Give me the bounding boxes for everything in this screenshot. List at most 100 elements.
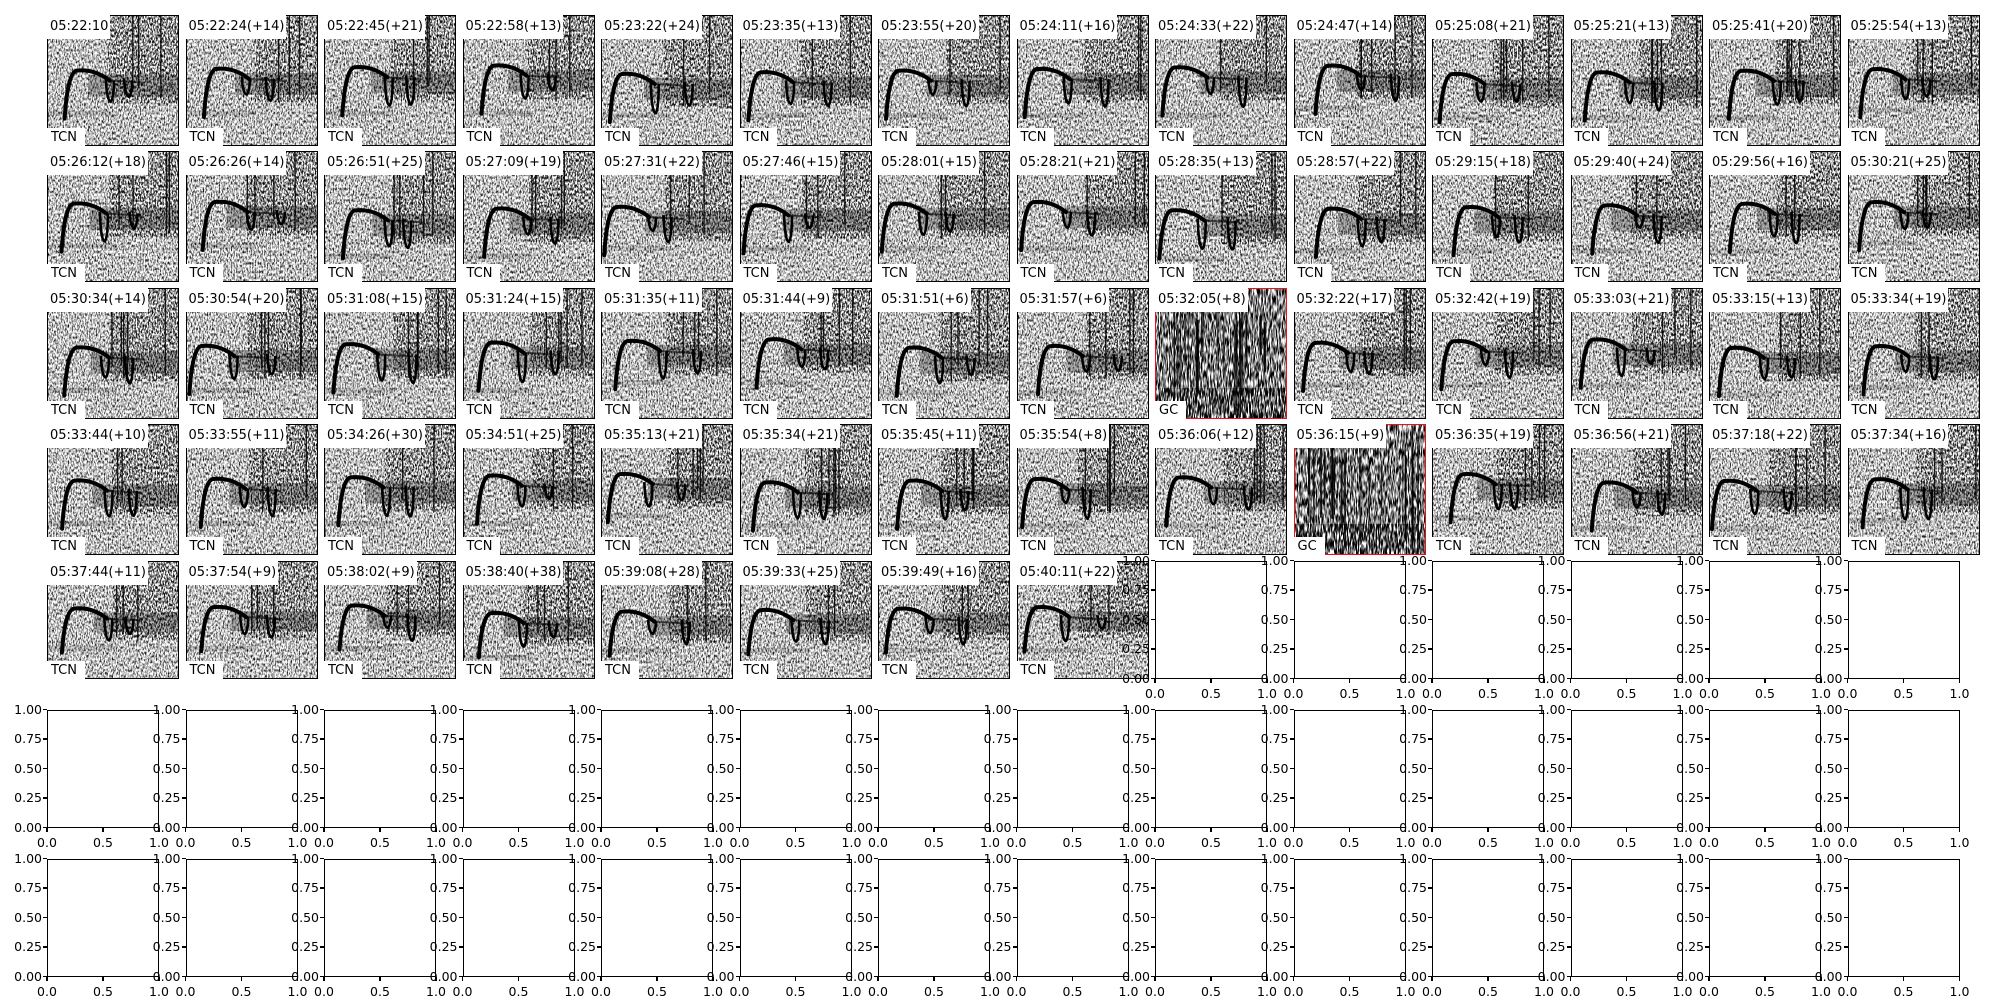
y-tick-label: 0.00 (1399, 670, 1427, 686)
y-tick-mark (1843, 826, 1848, 829)
y-tick-mark (1289, 708, 1294, 711)
spectrogram-image (47, 424, 179, 555)
y-tick-label: 0.25 (152, 790, 181, 805)
y-tick-label: 0.25 (1399, 790, 1427, 805)
y-tick-label: 0.50 (152, 909, 181, 925)
species-label: TCN (877, 537, 916, 556)
species-label: TCN (46, 660, 85, 680)
spectrogram-dip (1204, 74, 1216, 95)
spectrogram-dip (518, 73, 530, 100)
spectrogram-dip (782, 213, 793, 244)
y-tick-mark (43, 857, 47, 860)
y-tick-label: 0.00 (152, 819, 181, 835)
x-tick-label: 0.0 (1699, 983, 1719, 999)
species-label: TCN (600, 264, 639, 283)
species-label: TCN (877, 264, 916, 283)
spectrogram-panel: 05:38:02(+9) TCN (323, 559, 456, 680)
y-tick-mark (1705, 826, 1709, 829)
y-tick-mark (458, 916, 463, 919)
x-tick-mark (656, 827, 658, 832)
x-tick-label: 0.5 (508, 834, 529, 850)
x-tick-label: 0.5 (1339, 983, 1360, 999)
x-tick-label: 0.5 (93, 983, 113, 999)
y-tick-mark (1151, 916, 1155, 919)
spectrogram-call-contour (1019, 476, 1069, 530)
y-tick-mark (1705, 648, 1709, 650)
spectrogram-dip (401, 218, 413, 250)
spectrogram-dip (784, 79, 795, 105)
empty-axes: 0.00 0.25 0.50 0.75 1.00 0.0 0.5 1.0 (1676, 851, 1831, 998)
x-tick-mark (600, 976, 602, 981)
axes-frame (1432, 709, 1544, 828)
spectrogram-band (1199, 70, 1287, 93)
spectrogram-panel: 05:33:55(+11) TCN (184, 423, 318, 556)
spectrogram-dip (98, 211, 110, 243)
x-tick-label: 0.0 (452, 983, 473, 999)
y-tick-mark (1705, 857, 1709, 860)
spectrogram-dip (375, 351, 387, 382)
empty-axes: 0.00 0.25 0.50 0.75 1.00 0.0 0.5 1.0 (1261, 851, 1416, 998)
y-tick-label: 0.75 (1399, 582, 1427, 597)
species-label: TCN (1154, 127, 1193, 147)
spectrogram-panel: 05:31:35(+11) TCN (600, 286, 733, 420)
axes-frame (1155, 858, 1267, 977)
y-tick-label: 1.00 (291, 701, 319, 717)
x-tick-mark (1015, 827, 1018, 832)
y-tick-label: 0.00 (1122, 968, 1150, 984)
timestamp-label: 05:28:21(+21) (1015, 150, 1118, 175)
x-tick-mark (1625, 678, 1628, 683)
species-label: TCN (1846, 264, 1886, 283)
x-tick-mark (1127, 827, 1130, 832)
y-tick-label: 0.25 (1260, 790, 1289, 805)
spectrogram-dip (924, 616, 935, 634)
y-tick-mark (1566, 738, 1571, 740)
empty-axes: 0.00 0.25 0.50 0.75 1.00 0.0 0.5 1.0 (1815, 702, 1970, 849)
y-tick-mark (1151, 559, 1155, 562)
x-tick-label: 0.5 (1755, 983, 1775, 999)
y-tick-mark (43, 946, 47, 948)
y-tick-mark (458, 767, 463, 770)
spectrogram-dip (821, 79, 833, 107)
timestamp-label: 05:33:55(+11) (184, 423, 287, 448)
y-tick-mark (43, 975, 47, 978)
spectrogram-call-contour (62, 344, 112, 398)
axes-frame (1016, 709, 1129, 828)
y-tick-mark (43, 708, 47, 711)
spectrogram-panel: 05:33:44(+10) TCN (46, 423, 179, 556)
spectrogram-dip (381, 613, 393, 629)
x-tick-mark (184, 976, 187, 981)
empty-axes: 0.00 0.25 0.50 0.75 1.00 0.0 0.5 1.0 (1815, 851, 1970, 998)
timestamp-label: 05:39:49(+16) (877, 559, 979, 585)
x-tick-mark (435, 976, 437, 981)
y-tick-label: 1.00 (1537, 552, 1566, 568)
y-tick-label: 0.75 (429, 731, 458, 746)
spectrogram-panel: 05:26:12(+18) TCN (46, 150, 179, 283)
spectrogram-dip (1389, 73, 1400, 102)
y-tick-label: 0.75 (152, 731, 181, 746)
x-tick-mark (712, 976, 714, 981)
spectrogram-call-contour (476, 610, 526, 659)
spectrogram-dip (1475, 81, 1486, 103)
timestamp-label: 05:28:35(+13) (1154, 150, 1256, 175)
x-tick-label: 0.0 (1560, 983, 1581, 999)
spectrogram-dip (1503, 348, 1515, 379)
x-tick-mark (573, 827, 576, 832)
y-tick-mark (1289, 618, 1294, 621)
spectrogram-panel: 05:31:08(+15) TCN (323, 286, 456, 420)
y-tick-mark (1705, 946, 1709, 948)
timestamp-label: 05:36:35(+19) (1431, 423, 1533, 448)
species-label: TCN (1708, 264, 1747, 283)
spectrogram-call-contour (1860, 343, 1910, 396)
y-tick-mark (874, 916, 878, 919)
y-tick-mark (458, 946, 463, 948)
y-tick-label: 0.00 (706, 819, 735, 835)
species-label: TCN (323, 660, 362, 680)
spectrogram-dip (1644, 347, 1656, 365)
timestamp-label: 05:26:51(+25) (323, 150, 425, 175)
x-tick-label: 0.0 (314, 983, 334, 999)
x-tick-label: 0.0 (1699, 834, 1719, 850)
y-tick-label: 0.75 (983, 731, 1012, 746)
x-tick-label: 0.5 (231, 983, 252, 999)
spectrogram-dip (818, 346, 830, 370)
spectrogram-dip (1098, 76, 1110, 108)
